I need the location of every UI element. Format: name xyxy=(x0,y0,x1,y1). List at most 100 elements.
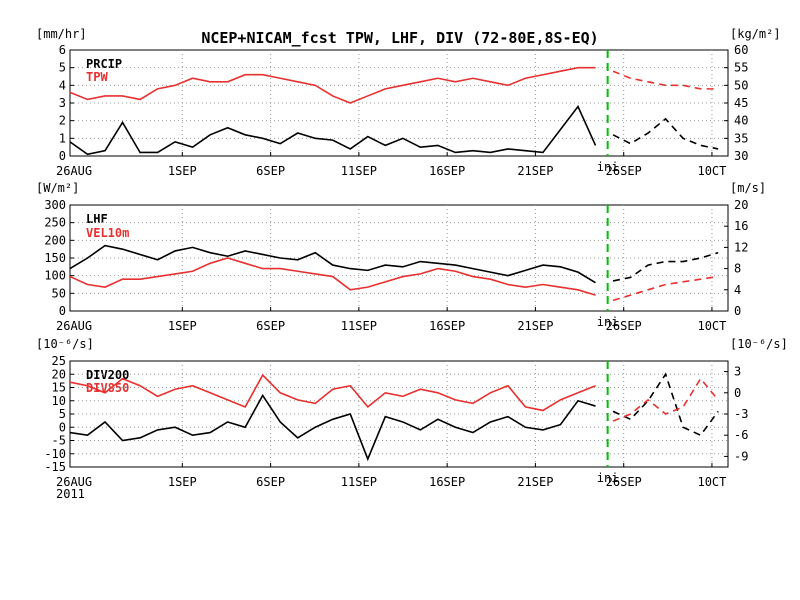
y-right-tick-label: 20 xyxy=(734,198,748,212)
y-left-tick-label: 10 xyxy=(52,394,66,408)
y-left-tick-label: -10 xyxy=(44,447,66,461)
init-label: ini xyxy=(597,471,619,485)
y-right-tick-label: 55 xyxy=(734,61,748,75)
x-tick-label: 1SEP xyxy=(168,319,197,333)
y-left-tick-label: 100 xyxy=(44,269,66,283)
y-left-tick-label: 0 xyxy=(59,304,66,318)
y-left-tick-label: 5 xyxy=(59,407,66,421)
series-line-div200 xyxy=(69,393,596,462)
y-left-tick-label: 5 xyxy=(59,61,66,75)
y-right-tick-label: 35 xyxy=(734,131,748,145)
y-right-tick-label: 45 xyxy=(734,96,748,110)
x-tick-label: 26SEP xyxy=(606,164,642,178)
panel-2: [W/m²] [m/s] LHF VEL10m 26AUG 1SEP 6SEP 11S… xyxy=(36,181,766,333)
y-left-tick-label: -5 xyxy=(52,434,66,448)
panel-2-right-unit: [m/s] xyxy=(730,181,766,195)
panel-1-legend: PRCIP TPW xyxy=(86,57,122,84)
y-left-tick-label: 250 xyxy=(44,216,66,230)
panel-3: [10⁻⁶/s] [10⁻⁶/s] DIV200 DIV850 26AUG 1SE… xyxy=(36,337,788,489)
y-left-tick-label: 3 xyxy=(59,96,66,110)
y-right-tick-label: 3 xyxy=(734,365,741,379)
panel-1-lines xyxy=(69,66,719,156)
y-right-tick-label: -3 xyxy=(734,407,748,421)
y-right-tick-label: 16 xyxy=(734,219,748,233)
y-left-tick-label: 200 xyxy=(44,233,66,247)
panel-2-legend-series-2: VEL10m xyxy=(86,226,129,240)
y-left-tick-label: -15 xyxy=(44,460,66,474)
forecast-init-markers: ini ini ini xyxy=(597,50,619,485)
series-forecast-line-vel10m xyxy=(612,275,719,302)
x-tick-label: 11SEP xyxy=(341,164,377,178)
panel-3-ticks: 26AUG 1SEP 6SEP 11SEP 16SEP 21SEP 26SEP 10CT -15… xyxy=(44,354,748,489)
panel-3-lines xyxy=(69,372,719,462)
y-right-tick-label: 0 xyxy=(734,386,741,400)
series-forecast-line-prcip xyxy=(612,117,719,150)
panel-1-ticks: 26AUG 1SEP 6SEP 11SEP 16SEP 21SEP 26SEP 10CT 0 1 2… xyxy=(56,43,748,178)
x-tick-label: 26AUG xyxy=(56,319,92,333)
panel-2-ticks: 26AUG 1SEP 6SEP 11SEP 16SEP 21SEP 26SEP 10CT 0 50… xyxy=(44,198,748,333)
x-tick-label: 16SEP xyxy=(429,475,465,489)
x-tick-label: 10CT xyxy=(697,475,726,489)
x-tick-label: 6SEP xyxy=(256,319,285,333)
y-left-tick-label: 0 xyxy=(59,149,66,163)
series-forecast-line-div200 xyxy=(612,372,719,437)
series-forecast-line-tpw xyxy=(612,70,719,90)
y-right-tick-label: -6 xyxy=(734,428,748,442)
y-right-tick-label: 40 xyxy=(734,114,748,128)
x-tick-label: 26SEP xyxy=(606,319,642,333)
x-tick-label: 11SEP xyxy=(341,319,377,333)
y-left-tick-label: 6 xyxy=(59,43,66,57)
panel-3-legend-series-1: DIV200 xyxy=(86,368,129,382)
y-left-tick-label: 25 xyxy=(52,354,66,368)
y-right-tick-label: 30 xyxy=(734,149,748,163)
x-tick-label: 16SEP xyxy=(429,319,465,333)
y-left-tick-label: 0 xyxy=(59,420,66,434)
panel-3-legend-series-2: DIV850 xyxy=(86,381,129,395)
series-line-tpw xyxy=(69,66,596,104)
y-left-tick-label: 1 xyxy=(59,131,66,145)
y-right-tick-label: -9 xyxy=(734,449,748,463)
panel-3-legend: DIV200 DIV850 xyxy=(86,368,129,395)
y-left-tick-label: 4 xyxy=(59,78,66,92)
x-tick-label: 1SEP xyxy=(168,475,197,489)
chart-title: NCEP+NICAM_fcst TPW, LHF, DIV (72-80E,8S… xyxy=(201,29,598,47)
x-tick-label: 1SEP xyxy=(168,164,197,178)
x-tick-label: 6SEP xyxy=(256,475,285,489)
panel-1-legend-series-2: TPW xyxy=(86,70,108,84)
x-tick-label: 21SEP xyxy=(517,319,553,333)
y-left-tick-label: 50 xyxy=(52,286,66,300)
y-left-tick-label: 300 xyxy=(44,198,66,212)
panel-2-legend: LHF VEL10m xyxy=(86,212,129,240)
panel-1: [mm/hr] [kg/m²] PRCIP TPW 26AUG 1SEP 6SEP 1… xyxy=(36,27,781,178)
panel-3-left-unit: [10⁻⁶/s] xyxy=(36,337,94,351)
x-tick-label: 10CT xyxy=(697,164,726,178)
x-tick-label: 26AUG xyxy=(56,475,92,489)
panel-2-left-unit: [W/m²] xyxy=(36,181,79,195)
y-left-tick-label: 15 xyxy=(52,381,66,395)
panel-2-lines xyxy=(69,244,719,302)
x-tick-label: 21SEP xyxy=(517,475,553,489)
y-right-tick-label: 50 xyxy=(734,78,748,92)
panel-1-right-unit: [kg/m²] xyxy=(730,27,781,41)
panel-2-grid xyxy=(70,205,728,311)
y-left-tick-label: 150 xyxy=(44,251,66,265)
series-forecast-line-div850 xyxy=(612,377,719,422)
init-label: ini xyxy=(597,160,619,174)
x-tick-label: 6SEP xyxy=(256,164,285,178)
x-tick-label: 26AUG xyxy=(56,164,92,178)
y-right-tick-label: 8 xyxy=(734,262,741,276)
series-line-prcip xyxy=(69,104,597,156)
y-left-tick-label: 2 xyxy=(59,114,66,128)
panel-3-right-unit: [10⁻⁶/s] xyxy=(730,337,788,351)
init-label: ini xyxy=(597,315,619,329)
y-right-tick-label: 12 xyxy=(734,240,748,254)
x-tick-label: 21SEP xyxy=(517,164,553,178)
y-right-tick-label: 4 xyxy=(734,283,741,297)
panel-1-legend-series-1: PRCIP xyxy=(86,57,122,71)
y-right-tick-label: 60 xyxy=(734,43,748,57)
panel-3-grid xyxy=(70,361,728,467)
x-tick-label: 26SEP xyxy=(606,475,642,489)
y-right-tick-label: 0 xyxy=(734,304,741,318)
year-label: 2011 xyxy=(56,487,85,501)
